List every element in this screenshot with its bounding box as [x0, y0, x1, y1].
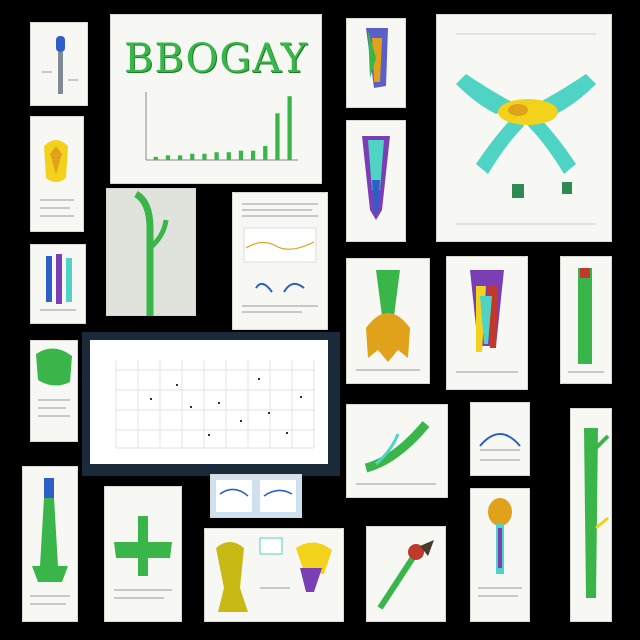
green-stem-photo[interactable]	[106, 188, 196, 316]
scatter-chart-card[interactable]	[90, 340, 328, 464]
bar	[226, 152, 231, 160]
green-leaf-illustration	[36, 348, 72, 417]
teal-organism-illustration	[456, 33, 596, 225]
bar	[238, 150, 244, 160]
blue-gauge-illustration	[479, 433, 521, 461]
scatter-chart	[115, 360, 315, 449]
bar	[153, 156, 158, 160]
document-line-chart-illustration	[242, 203, 318, 313]
thumbnail-green-leaf-small[interactable]	[30, 340, 78, 442]
green-tall-stem-illustration	[584, 428, 610, 598]
bar	[190, 153, 195, 160]
title-bar-chart-card[interactable]: BBOGAY	[110, 14, 322, 184]
bar	[250, 150, 256, 160]
thumbnail-green-column[interactable]	[560, 256, 612, 384]
bar	[275, 113, 280, 160]
thumbnail-orange-bell[interactable]	[346, 258, 430, 384]
orange-capsule-illustration	[478, 498, 522, 597]
yellow-flower-illustration	[40, 140, 74, 217]
thumbnail-orange-capsule[interactable]	[470, 488, 530, 622]
bar	[263, 146, 268, 160]
bar	[177, 155, 183, 160]
thumbnail-purple-root[interactable]	[346, 18, 406, 108]
thumbnail-green-tall-stem[interactable]	[570, 408, 612, 622]
orange-bell-illustration	[356, 270, 420, 371]
purple-root-illustration	[366, 28, 388, 88]
card-title: BBOGAY	[124, 36, 308, 82]
yellow-plant-sheet-illustration	[216, 537, 332, 612]
blue-cluster-illustration	[40, 254, 76, 311]
bar	[214, 152, 219, 160]
bar-chart	[145, 92, 298, 161]
green-column-illustration	[568, 268, 604, 373]
thumbnail-green-root-tall[interactable]	[22, 466, 78, 622]
thumbnail-red-flower-stem[interactable]	[366, 526, 446, 622]
bar	[287, 96, 292, 160]
thumbnail-blue-stem[interactable]	[30, 22, 88, 106]
multicolor-root-illustration	[456, 270, 518, 373]
thumbnail-purple-spike[interactable]	[346, 120, 406, 242]
bar	[202, 153, 207, 160]
thumbnail-yellow-flower[interactable]	[30, 116, 84, 232]
document-line-chart[interactable]	[232, 192, 328, 330]
purple-spike-illustration	[362, 136, 390, 220]
green-stem-illustration	[134, 190, 169, 316]
red-flower-stem-illustration	[377, 540, 434, 610]
teal-organism-diagram[interactable]	[436, 14, 612, 242]
thumbnail-yellow-plant-sheet[interactable]	[204, 528, 344, 622]
blue-stem-illustration	[42, 36, 78, 94]
thumbnail-blue-gauge[interactable]	[470, 402, 530, 476]
thumbnail-blue-doc-pair[interactable]	[210, 474, 302, 518]
chart-heading	[150, 344, 280, 350]
green-branch-illustration	[356, 421, 436, 485]
thumbnail-green-cross[interactable]	[104, 486, 182, 622]
thumbnail-green-branch[interactable]	[346, 404, 448, 498]
bar	[165, 155, 171, 160]
green-cross-illustration	[114, 516, 172, 599]
green-root-illustration	[30, 478, 70, 605]
thumbnail-blue-cluster[interactable]	[30, 244, 86, 324]
blue-doc-pair-illustration	[216, 480, 296, 512]
thumbnail-multicolor-root[interactable]	[446, 256, 528, 390]
